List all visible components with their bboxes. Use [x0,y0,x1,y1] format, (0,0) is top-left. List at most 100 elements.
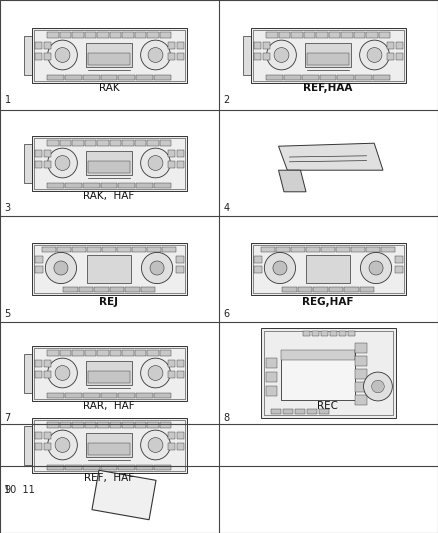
Bar [43,150,50,157]
Bar [378,31,390,37]
Bar [355,368,367,378]
Bar [87,255,131,282]
Bar [366,247,380,252]
Bar [87,247,101,252]
Bar [306,255,350,282]
Bar [85,140,96,146]
Bar [330,331,337,336]
Bar [177,161,184,168]
Bar [177,432,184,439]
Bar [94,287,109,292]
Bar [303,331,310,336]
Bar [251,28,406,83]
Bar [24,353,32,392]
Bar [97,31,109,37]
Bar [43,432,50,439]
Text: RAR,  HAF: RAR, HAF [83,401,135,411]
Bar [147,31,159,37]
Bar [254,53,261,60]
Bar [86,361,132,384]
Bar [177,371,184,378]
Bar [43,443,50,450]
Bar [43,360,50,367]
Bar [254,266,261,273]
Bar [167,432,174,439]
Bar [134,350,146,356]
Bar [65,75,82,79]
Bar [282,287,297,292]
Bar [177,150,184,157]
Polygon shape [279,143,383,170]
Bar [312,331,319,336]
Bar [47,182,64,188]
Bar [72,422,84,427]
Bar [35,360,42,367]
Bar [167,161,174,168]
Bar [281,350,355,360]
Bar [177,443,184,450]
Circle shape [141,253,173,284]
Text: REC: REC [318,401,339,411]
Bar [283,409,293,414]
Text: 5: 5 [4,309,11,319]
Bar [159,422,171,427]
Bar [167,360,174,367]
Bar [266,31,278,37]
Bar [132,247,146,252]
Bar [386,53,393,60]
Circle shape [150,261,164,275]
Bar [101,392,117,398]
Bar [395,266,403,273]
Circle shape [55,438,70,453]
Bar [252,245,403,293]
Text: RAK,  HAF: RAK, HAF [83,191,134,201]
Bar [147,140,159,146]
Bar [60,422,71,427]
Bar [32,243,187,295]
Bar [122,350,134,356]
Bar [167,443,174,450]
Circle shape [54,261,68,275]
Bar [154,75,171,79]
Bar [284,75,301,79]
Bar [279,31,290,37]
Bar [88,53,130,64]
Bar [291,31,303,37]
Circle shape [55,366,70,381]
Bar [265,385,276,395]
Bar [396,42,403,49]
Bar [35,150,42,157]
Bar [101,182,117,188]
Bar [97,140,109,146]
Circle shape [274,47,289,62]
Bar [32,345,187,400]
Bar [122,31,134,37]
Bar [122,140,134,146]
Bar [302,75,318,79]
Circle shape [55,47,70,62]
Circle shape [141,430,170,460]
Bar [373,75,390,79]
Bar [134,31,146,37]
Bar [304,31,315,37]
Circle shape [48,358,78,388]
Bar [147,350,159,356]
Bar [72,247,86,252]
Polygon shape [279,170,306,192]
Bar [86,44,132,67]
Bar [360,287,374,292]
Bar [35,266,42,273]
Circle shape [148,156,163,171]
Bar [381,247,395,252]
Circle shape [55,156,70,171]
Bar [366,31,378,37]
Bar [355,394,367,405]
Bar [47,350,59,356]
Bar [176,256,184,263]
Bar [306,247,320,252]
Bar [78,287,93,292]
Bar [118,464,135,470]
Circle shape [265,253,296,284]
Bar [305,44,351,67]
Bar [262,53,269,60]
